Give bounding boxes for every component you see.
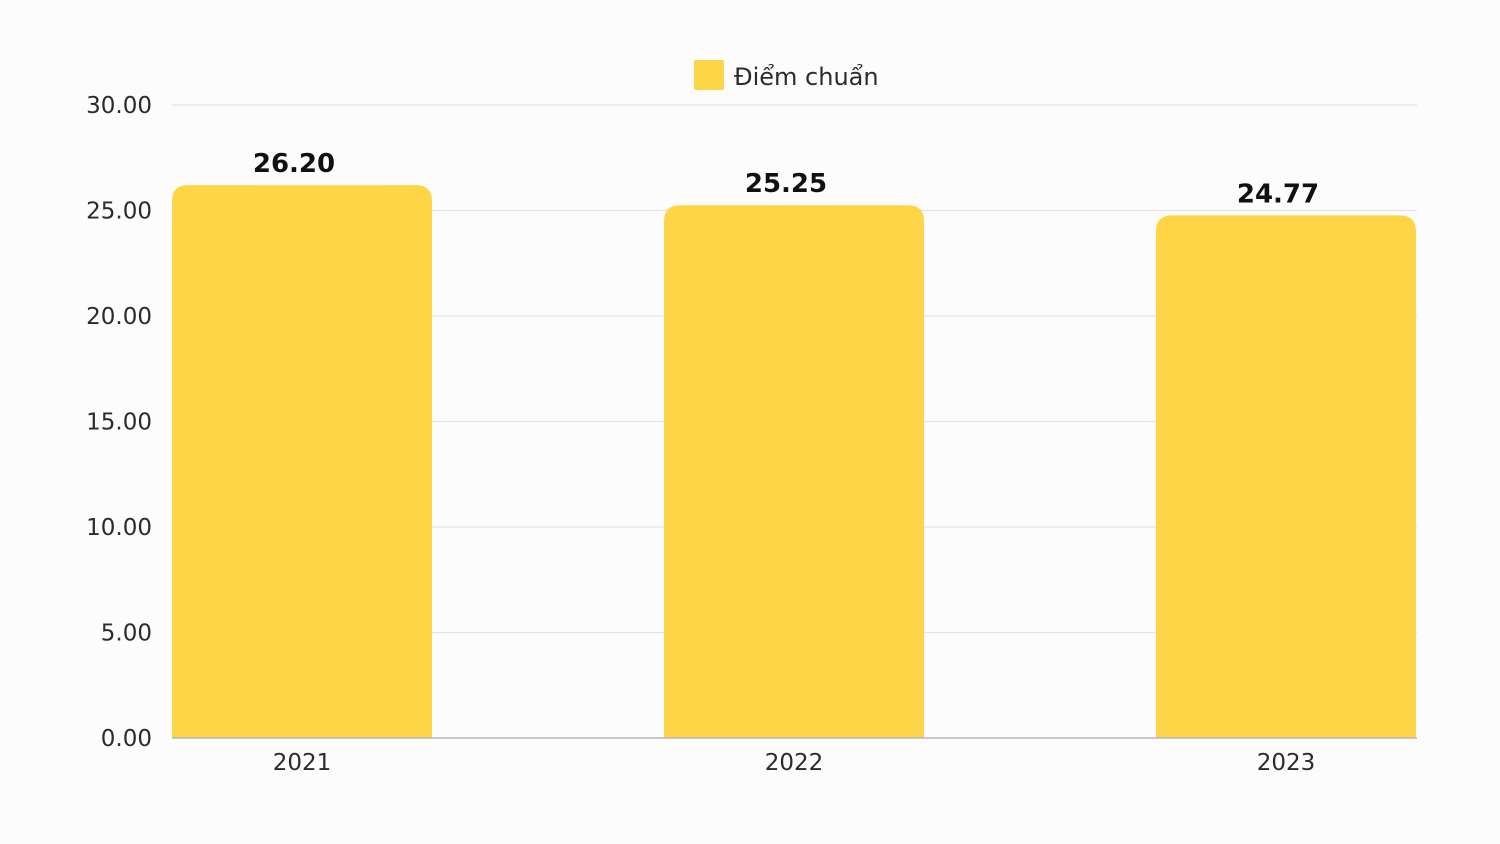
legend-label: Điểm chuẩn [734, 63, 879, 91]
x-tick-label: 2021 [273, 750, 332, 776]
y-tick-label: 0.00 [101, 726, 152, 752]
bar-2023 [1156, 215, 1416, 738]
y-tick-label: 30.00 [86, 93, 152, 119]
y-axis-ticks: 0.00 5.00 10.00 15.00 20.00 25.00 30.00 [86, 93, 152, 752]
legend-swatch [694, 60, 724, 90]
bar-2022 [664, 205, 924, 739]
x-axis-ticks: 2021 2022 2023 [273, 750, 1316, 776]
x-tick-label: 2023 [1257, 750, 1316, 776]
bar-2021 [172, 185, 432, 738]
legend: Điểm chuẩn [694, 60, 879, 91]
y-tick-label: 25.00 [86, 199, 152, 225]
y-tick-label: 5.00 [101, 621, 152, 647]
x-tick-label: 2022 [765, 750, 824, 776]
bars [172, 185, 1416, 739]
data-labels: 26.20 25.25 24.77 [253, 149, 1319, 209]
data-label: 25.25 [745, 169, 827, 199]
y-tick-label: 20.00 [86, 304, 152, 330]
y-tick-label: 15.00 [86, 410, 152, 436]
data-label: 26.20 [253, 149, 335, 179]
y-tick-label: 10.00 [86, 515, 152, 541]
data-label: 24.77 [1237, 179, 1319, 209]
